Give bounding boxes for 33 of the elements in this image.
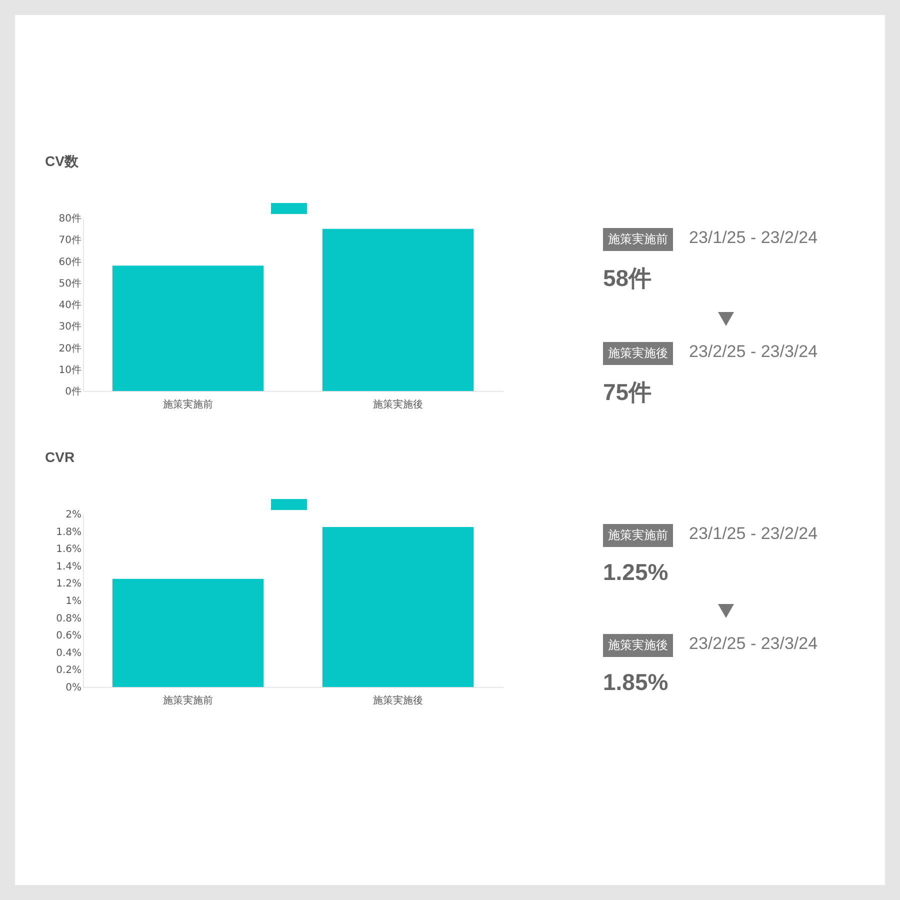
text: 1.85% [603, 669, 670, 696]
y-tick-label: 70件 [58, 235, 82, 246]
y-tick-label: 1.8% [56, 526, 82, 538]
y-tick-label: 0件 [65, 386, 82, 398]
y-tick-label: 20件 [58, 343, 82, 354]
y-tick-label: 1.6% [56, 544, 82, 556]
y-tick-label: 0.4% [56, 648, 82, 659]
y-tick-label: 1.2% [56, 578, 82, 590]
y-tick-label: 0% [66, 682, 82, 694]
text: 75件 [603, 378, 653, 407]
y-tick-label: 0.6% [56, 630, 82, 642]
y-tick-label: 1.4% [56, 561, 82, 572]
text: 施策実施後 [603, 634, 673, 657]
text: 施策実施前 [603, 228, 673, 251]
y-tick-label: 80件 [58, 214, 82, 224]
text: 23/1/25 - 23/2/24 [689, 228, 818, 248]
y-tick-label: 40件 [58, 300, 82, 311]
text: 1.25% [603, 559, 670, 586]
text: 施策実施後 [603, 342, 673, 365]
y-tick-label: 30件 [58, 322, 82, 333]
text: 23/1/25 - 23/2/24 [689, 524, 818, 544]
text: 施策実施前 [603, 524, 673, 547]
y-tick-label: 0.2% [56, 665, 82, 676]
y-tick-label: 50件 [58, 278, 82, 290]
y-tick-label: 0.8% [56, 613, 82, 624]
y-tick-label: 10件 [58, 364, 82, 376]
chart-title: CVR [45, 449, 75, 465]
y-tick-label: 2% [66, 510, 82, 520]
y-tick-label: 60件 [58, 256, 82, 268]
text: 58件 [603, 264, 653, 293]
text: 23/2/25 - 23/3/24 [689, 634, 818, 654]
y-tick-label: 1% [66, 596, 82, 607]
text: 23/2/25 - 23/3/24 [689, 342, 818, 362]
